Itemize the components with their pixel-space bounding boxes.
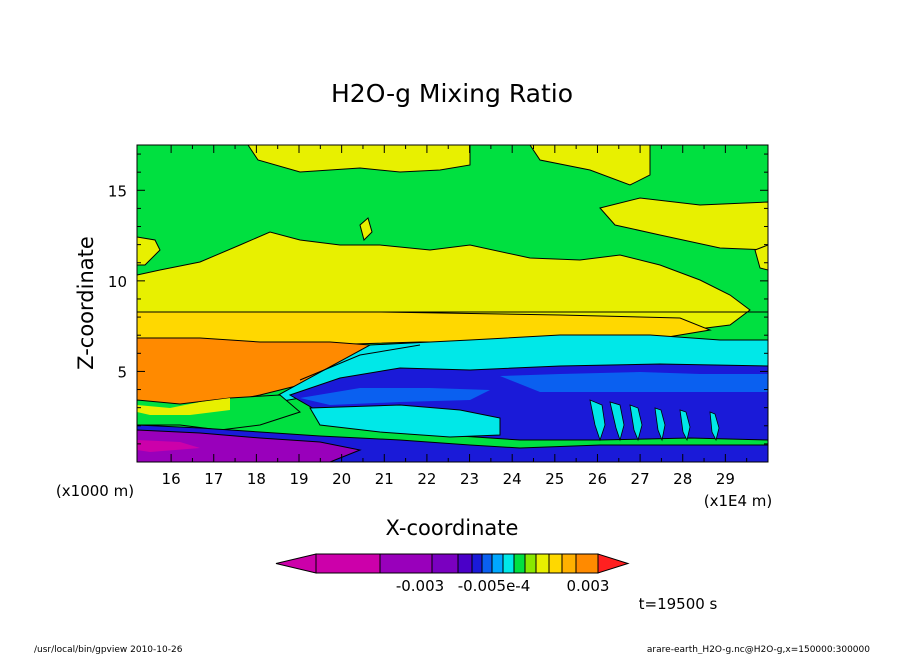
chart-title: H2O-g Mixing Ratio <box>331 79 573 108</box>
plot-field <box>137 145 768 462</box>
low-moist <box>137 394 302 431</box>
yellow-cap-right <box>529 145 651 186</box>
colorbar <box>275 553 630 574</box>
colorbar-label-mid: -0.005e-4 <box>458 577 531 595</box>
y-tick-label: 10 <box>108 273 127 291</box>
x-tick-label: 17 <box>204 470 223 488</box>
cyan-inner <box>309 404 501 438</box>
footer-left: /usr/local/bin/gpview 2010-10-26 <box>34 645 183 654</box>
x-tick-label: 25 <box>545 470 564 488</box>
yellow-left-fringe <box>137 236 161 266</box>
x-tick-label: 26 <box>588 470 607 488</box>
colorbar-swatch <box>524 553 537 574</box>
x-tick-label: 19 <box>289 470 308 488</box>
colorbar-swatch <box>379 553 433 574</box>
surface-core <box>137 440 200 452</box>
colorbar-swatch <box>535 553 550 574</box>
yellow-speck <box>359 217 373 241</box>
colorbar-swatch <box>575 553 599 574</box>
x-tick-label: 23 <box>460 470 479 488</box>
yellow-lower <box>137 398 230 415</box>
x-tick-label: 28 <box>673 470 692 488</box>
x-tick-label: 20 <box>332 470 351 488</box>
colorbar-swatch <box>457 553 473 574</box>
colorbar-label-max: 0.003 <box>567 577 610 595</box>
y-axis-label: Z-coordinate <box>74 236 98 370</box>
footer-right: arare-earth_H2O-g.nc@H2O-g,x=150000:3000… <box>647 645 870 654</box>
y-axis: 5 10 15 <box>108 153 768 445</box>
y-tick-label: 15 <box>108 182 127 200</box>
blue-inner-top <box>300 388 490 405</box>
yellow-right-fringe <box>754 244 768 271</box>
x-unit-left: (x1000 m) <box>56 482 134 500</box>
colorbar-swatch <box>491 553 504 574</box>
colorbar-swatch <box>502 553 515 574</box>
x-tick-label: 24 <box>503 470 522 488</box>
convective-plumes <box>589 399 720 442</box>
x-tick-label: 29 <box>716 470 735 488</box>
colorbar-swatch <box>548 553 563 574</box>
colorbar-swatch <box>431 553 459 574</box>
contour-line-2 <box>299 344 421 381</box>
x-axis: 16 17 18 19 20 21 22 23 24 25 26 27 28 29 <box>162 145 748 488</box>
blue-inner-right <box>500 372 768 392</box>
colorbar-swatch <box>513 553 526 574</box>
colorbar-swatch <box>481 553 493 574</box>
colorbar-arrow-low <box>275 553 317 574</box>
x-unit-right: (x1E4 m) <box>704 492 773 510</box>
y-tick-label: 5 <box>117 363 127 381</box>
colorbar-swatch <box>315 553 381 574</box>
colorbar-swatch <box>471 553 483 574</box>
colorbar-arrow-high <box>597 553 630 574</box>
x-tick-label: 22 <box>417 470 436 488</box>
x-tick-label: 21 <box>375 470 394 488</box>
x-axis-label: X-coordinate <box>386 516 519 540</box>
yellow-patch-upper <box>599 197 768 251</box>
time-label: t=19500 s <box>639 595 718 613</box>
x-tick-label: 18 <box>247 470 266 488</box>
colorbar-label-min: -0.003 <box>396 577 444 595</box>
colorbar-swatch <box>561 553 577 574</box>
x-tick-label: 27 <box>631 470 650 488</box>
x-tick-label: 16 <box>162 470 181 488</box>
surface <box>137 429 362 462</box>
plot-frame <box>136 144 769 463</box>
